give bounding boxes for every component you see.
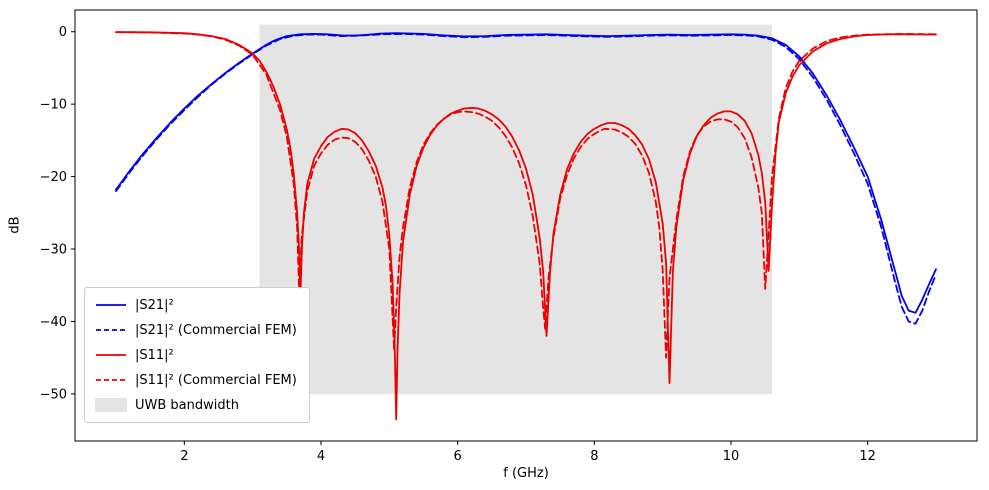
legend-line-sample-s21-fem (96, 329, 126, 331)
y-axis-label: dB (7, 216, 23, 234)
series-line-s21-fem (115, 33, 937, 325)
legend-line-sample-s11-fem (96, 379, 126, 381)
y-tick-label: −30 (40, 243, 67, 258)
legend-item-s21: |S21|² (95, 296, 297, 314)
y-tick-label: −10 (40, 98, 67, 113)
legend: |S21|² |S21|² (Commercial FEM) |S11|² |S11|… (84, 287, 310, 423)
x-tick-label: 10 (723, 449, 740, 464)
legend-item-uwb-bandwidth-label: UWB bandwidth (135, 397, 239, 413)
uwb-bandwidth-region (259, 24, 772, 394)
legend-item-s21-label: |S21|² (135, 297, 174, 313)
legend-item-s21-fem-label: |S21|² (Commercial FEM) (135, 322, 297, 338)
x-tick-label: 12 (859, 449, 876, 464)
x-tick-label: 4 (317, 449, 325, 464)
x-tick-label: 6 (454, 449, 462, 464)
legend-item-s21-fem: |S21|² (Commercial FEM) (95, 321, 297, 339)
legend-item-s11-fem: |S11|² (Commercial FEM) (95, 371, 297, 389)
legend-item-s11-label: |S11|² (135, 347, 174, 363)
x-tick-label: 8 (590, 449, 598, 464)
y-tick-label: −40 (40, 315, 67, 330)
legend-line-sample-s21 (96, 304, 126, 306)
x-axis-label: f (GHz) (503, 466, 549, 481)
legend-patch-sample (95, 398, 127, 412)
y-tick-label: −20 (40, 170, 67, 185)
legend-line-sample-s11 (96, 354, 126, 356)
y-tick-label: 0 (59, 25, 67, 40)
legend-item-uwb-bandwidth: UWB bandwidth (95, 396, 297, 414)
x-tick-label: 2 (180, 449, 188, 464)
series-line-s11-fem (115, 31, 937, 359)
axes-box (74, 9, 978, 442)
legend-item-s11-fem-label: |S11|² (Commercial FEM) (135, 372, 297, 388)
y-tick-label: −50 (40, 387, 67, 402)
legend-item-s11: |S11|² (95, 346, 297, 364)
